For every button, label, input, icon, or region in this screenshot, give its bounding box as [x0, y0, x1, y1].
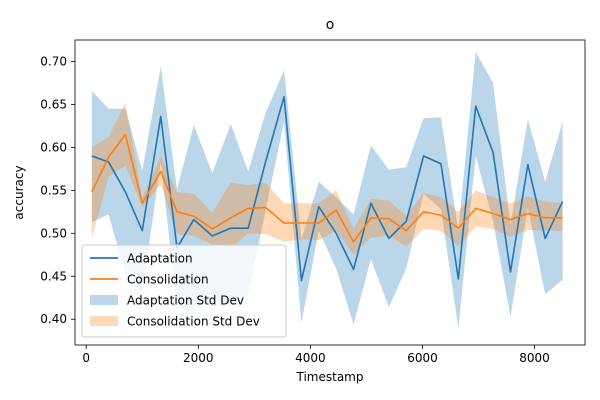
legend-swatch [90, 295, 118, 305]
y-axis-ticks: 0.40 0.45 0.50 0.55 0.60 0.65 0.70 [40, 54, 75, 326]
legend-entry-label: Consolidation Std Dev [127, 315, 260, 329]
y-tick-label: 0.50 [40, 226, 67, 240]
y-axis-label: accuracy [12, 165, 26, 219]
y-tick-label: 0.45 [40, 269, 67, 283]
x-tick-label: 6000 [407, 351, 438, 365]
std-band-consolidation [91, 102, 563, 255]
x-tick-label: 8000 [519, 351, 550, 365]
x-tick-label: 4000 [295, 351, 326, 365]
y-tick-label: 0.70 [40, 54, 67, 68]
y-tick-label: 0.55 [40, 183, 67, 197]
chart-title: o [326, 17, 335, 33]
x-axis-ticks: 0 2000 4000 6000 8000 [82, 345, 550, 365]
y-tick-label: 0.60 [40, 140, 67, 154]
y-tick-label: 0.40 [40, 312, 67, 326]
x-axis-label: Timestamp [296, 370, 364, 384]
legend: Adaptation Consolidation Adaptation Std De… [81, 244, 287, 338]
series-line-consolidation [91, 133, 563, 243]
axes-frame [74, 39, 586, 346]
legend-swatch [90, 316, 118, 326]
x-tick-label: 2000 [183, 351, 214, 365]
legend-entry-label: Consolidation [127, 273, 209, 287]
legend-entry-label: Adaptation Std Dev [127, 294, 244, 308]
legend-box [81, 244, 287, 338]
series-lines [91, 95, 564, 282]
legend-entry-label: Adaptation [127, 252, 193, 266]
x-tick-label: 0 [82, 351, 90, 365]
series-line-adaptation [91, 95, 564, 282]
y-tick-label: 0.65 [40, 97, 67, 111]
